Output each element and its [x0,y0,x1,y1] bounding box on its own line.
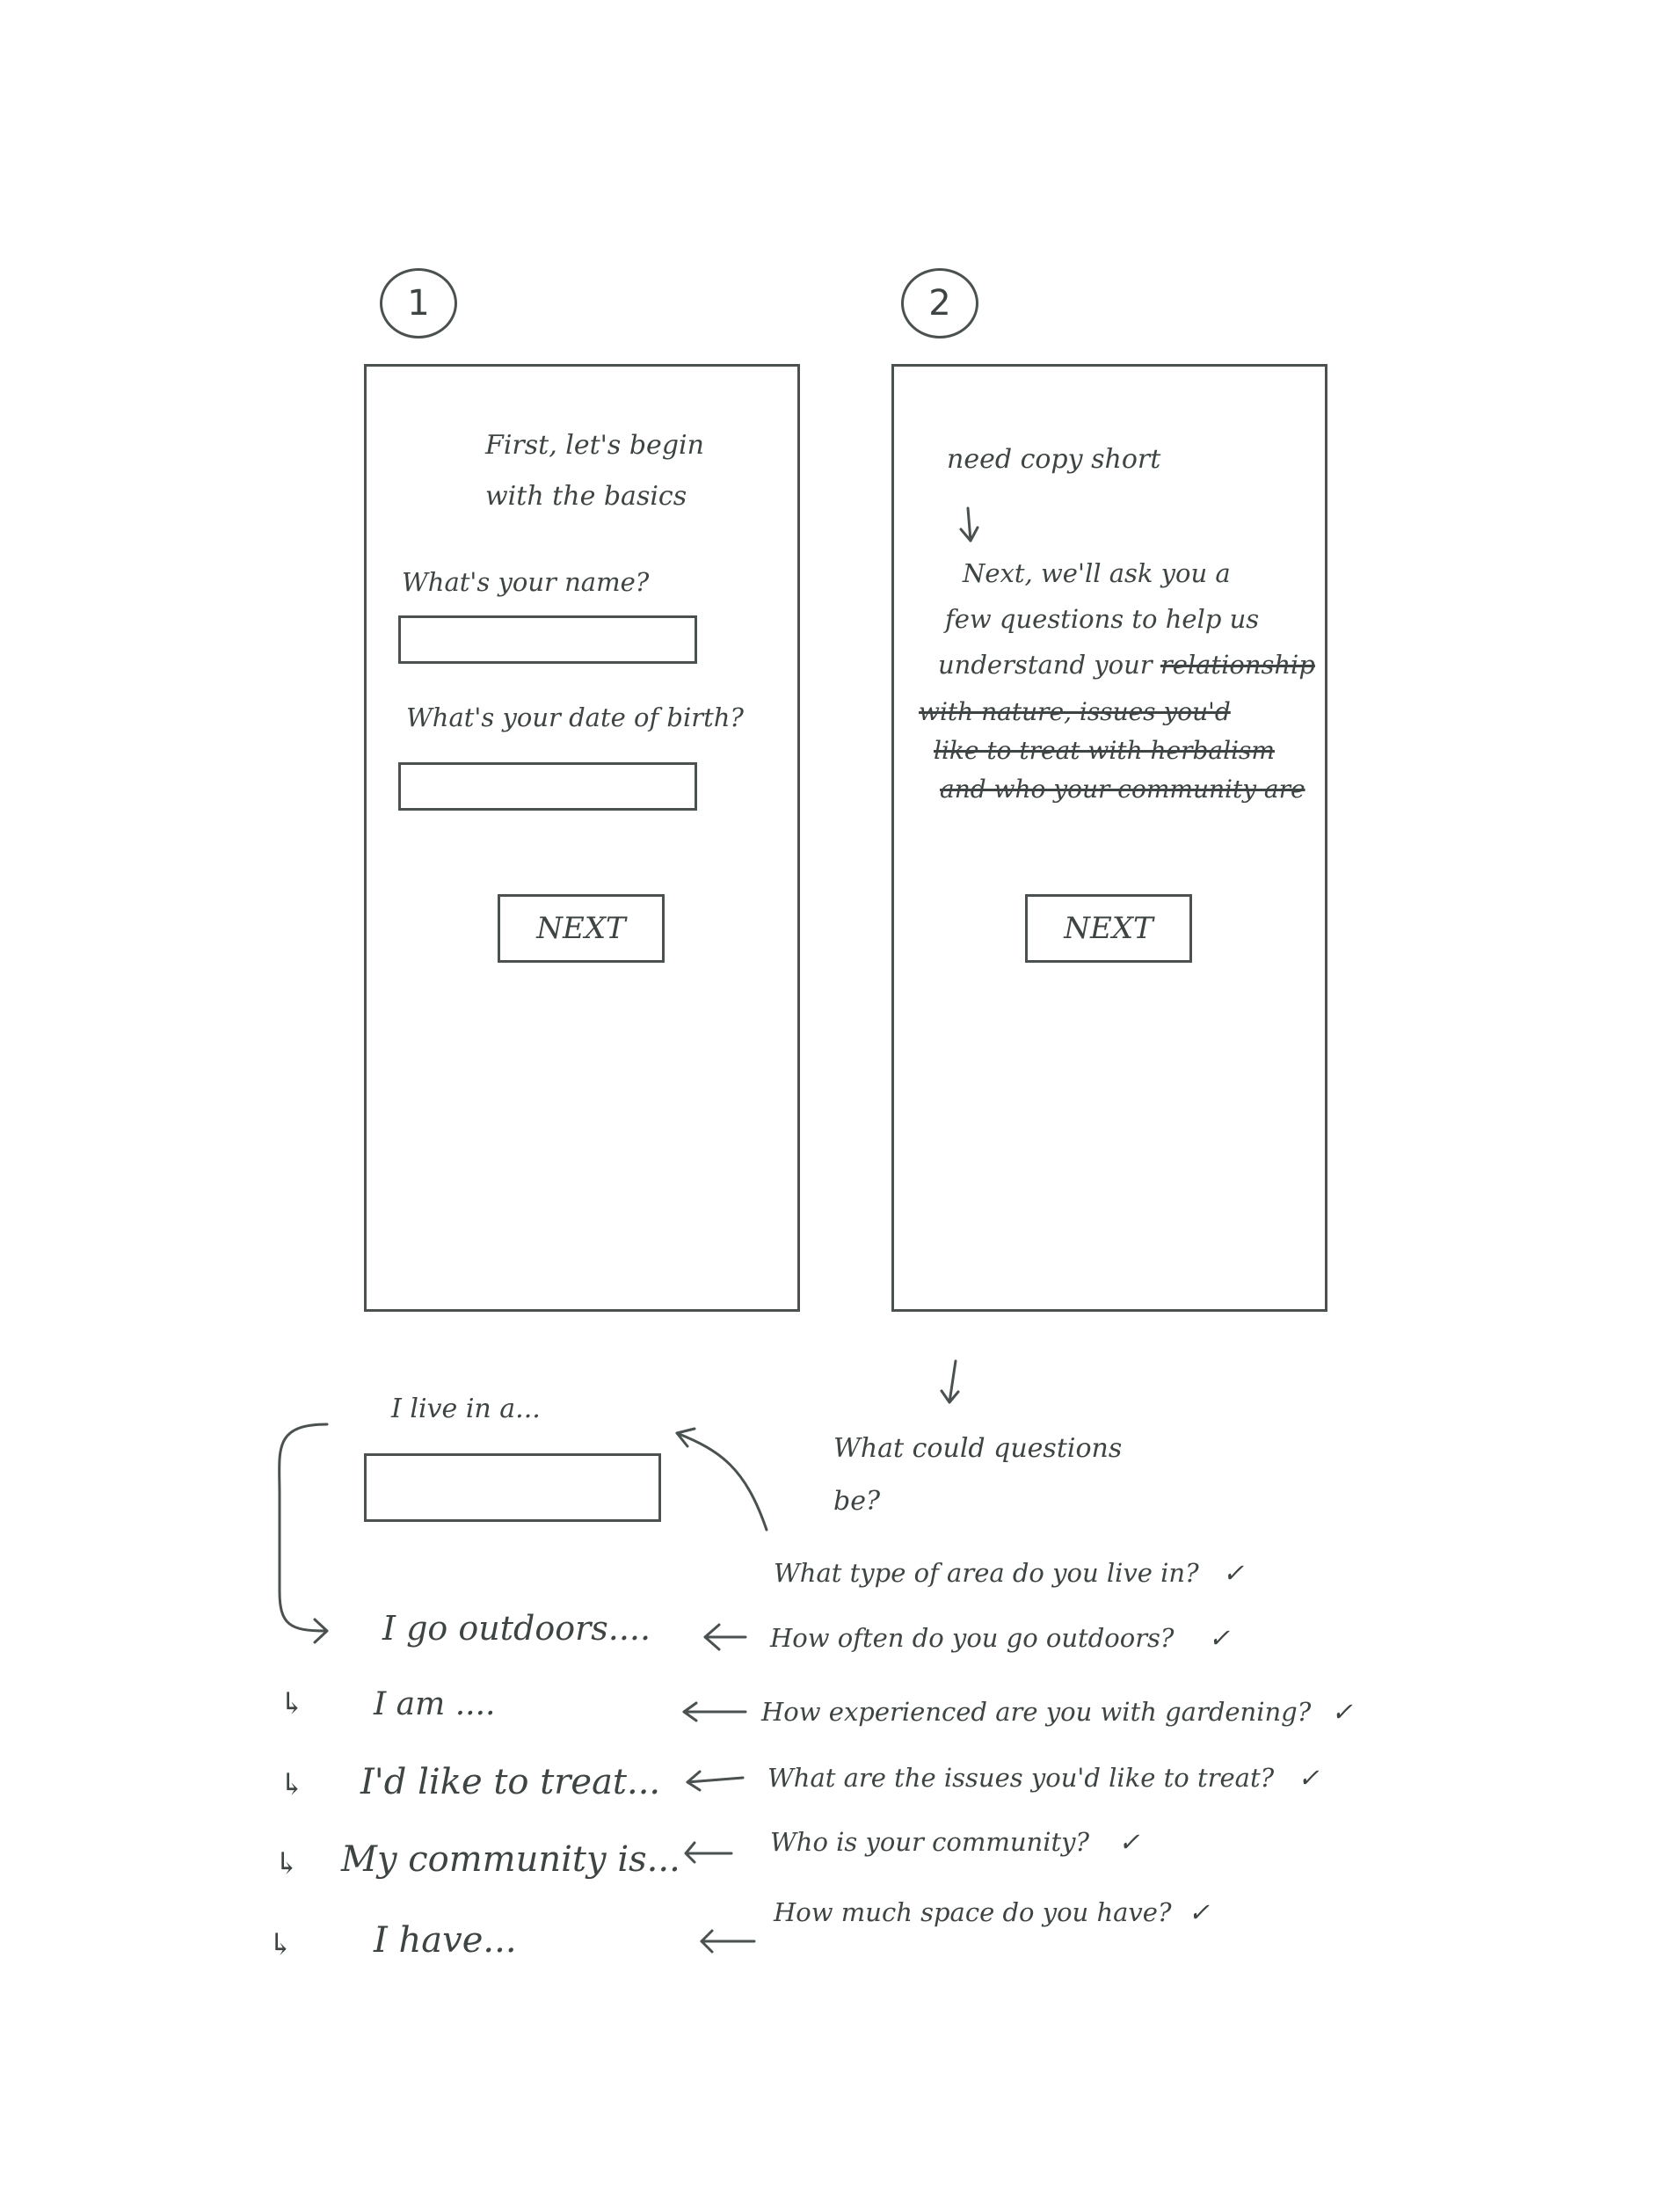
question-issues-check: ✓ [1298,1763,1320,1793]
question-outdoors: How often do you go outdoors? ✓ [770,1623,1230,1653]
live-input[interactable] [364,1453,661,1522]
question-issues: What are the issues you'd like to treat?… [767,1763,1320,1793]
statement-community-hook: ↳ [274,1846,300,1881]
question-area-check: ✓ [1222,1558,1245,1588]
screen-2-frame: need copy short Next, we'll ask you a fe… [891,364,1327,1312]
question-space-text: How much space do you have? [774,1897,1172,1927]
question-community-check: ✓ [1118,1827,1140,1857]
question-space: How much space do you have? ✓ [774,1897,1210,1927]
screen-1-next-button[interactable]: NEXT [498,894,665,963]
screen-2-body-line1: Next, we'll ask you a [963,558,1231,588]
question-area: What type of area do you live in? ✓ [774,1558,1244,1588]
question-area-text: What type of area do you live in? [774,1558,1199,1588]
step-1-badge: 1 [380,268,457,338]
arrow-treat [686,1776,745,1784]
screen-2-body-line3-struck: relationship [1160,650,1315,680]
question-outdoors-text: How often do you go outdoors? [770,1623,1175,1653]
screen-2-down-arrow [948,1359,957,1404]
statement-have-hook: ↳ [268,1927,294,1962]
question-outdoors-check: ✓ [1208,1623,1231,1653]
statement-have: I have... [374,1920,517,1961]
dob-label: What's your date of birth? [406,702,744,732]
step-1-number: 1 [407,283,430,324]
live-curved-arrow [675,1431,768,1532]
left-bracket [278,1423,329,1633]
question-gardening-text: How experienced are you with gardening? [761,1697,1312,1727]
screen-2-body-line6-struck: and who your community are [940,775,1305,804]
screen-2-body-line2: few questions to help us [945,604,1260,634]
name-label: What's your name? [402,567,650,597]
statement-outdoors: I go outdoors.... [382,1609,651,1648]
question-prompt-line2: be? [833,1486,881,1517]
step-2-badge: 2 [901,268,978,338]
screen-1-heading-line2: with the basics [485,481,687,512]
screen-1-frame: First, let's begin with the basics What'… [364,364,800,1312]
screen-2-body-line5-struck: like to treat with herbalism [934,736,1275,765]
live-label: I live in a... [391,1394,541,1424]
screen-2-body-line3-kept: understand your [938,650,1153,680]
statement-treat-hook: ↳ [280,1767,305,1802]
screen-2-next-button[interactable]: NEXT [1025,894,1192,963]
question-community-text: Who is your community? [770,1827,1090,1857]
question-issues-text: What are the issues you'd like to treat? [767,1763,1275,1793]
question-gardening-check: ✓ [1331,1697,1353,1727]
statement-am-hook: ↳ [280,1686,305,1721]
step-2-number: 2 [928,283,951,324]
screen-2-body-line3: understand your relationship [938,650,1315,680]
dob-input[interactable] [398,762,697,811]
statement-community: My community is... [341,1839,680,1880]
question-community: Who is your community? ✓ [770,1827,1140,1857]
name-input[interactable] [398,615,697,664]
copy-note: need copy short [947,444,1161,475]
question-space-check: ✓ [1188,1897,1211,1927]
question-gardening: How experienced are you with gardening? … [761,1697,1353,1727]
statement-treat: I'd like to treat... [360,1762,661,1802]
copy-note-arrow [966,506,972,542]
statement-am: I am .... [374,1686,496,1722]
screen-2-body-line4-struck: with nature, issues you'd [919,697,1231,726]
question-prompt-line1: What could questions [833,1433,1123,1464]
screen-1-heading-line1: First, let's begin [485,430,704,461]
